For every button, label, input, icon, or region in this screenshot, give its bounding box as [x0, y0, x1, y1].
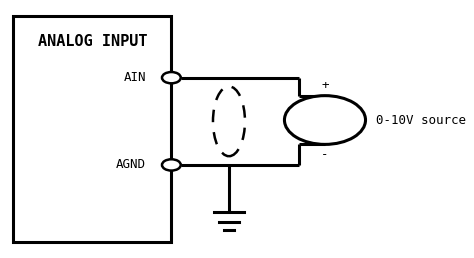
Text: ANALOG INPUT: ANALOG INPUT: [38, 34, 147, 49]
Circle shape: [162, 72, 181, 83]
Circle shape: [162, 159, 181, 171]
Text: AGND: AGND: [116, 158, 146, 171]
Text: AIN: AIN: [123, 71, 146, 84]
Text: 0-10V source: 0-10V source: [376, 114, 466, 126]
Text: V: V: [320, 111, 330, 129]
Circle shape: [284, 96, 365, 144]
Bar: [13, 16, 172, 242]
Text: +: +: [321, 79, 329, 92]
Text: -: -: [321, 148, 329, 161]
